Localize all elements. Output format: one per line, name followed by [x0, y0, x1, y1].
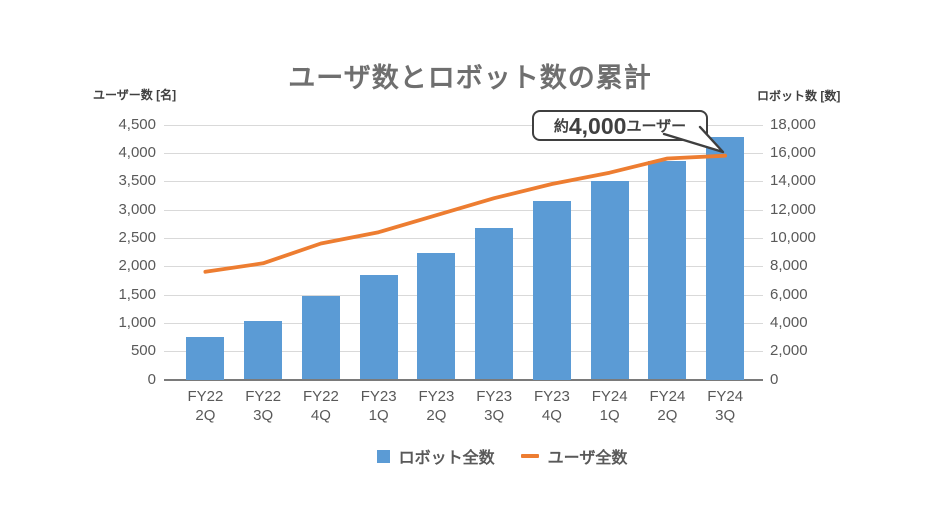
right-axis-tick-label: 16,000: [770, 143, 816, 161]
x-axis-tick-line: 2Q: [426, 407, 447, 424]
x-axis-line: [164, 379, 763, 381]
bar-fy22-2q: [186, 337, 225, 380]
line-series-swatch-icon: [520, 454, 539, 458]
x-axis-tick-line: FY23: [476, 388, 513, 405]
bar-series-swatch-icon: [376, 449, 390, 463]
line-series-path: [203, 153, 727, 274]
callout-suffix: ユーザー: [626, 118, 687, 135]
right-axis-tick-label: 8,000: [770, 257, 808, 275]
left-axis-tick-label: 2,500: [118, 228, 156, 246]
bar-fy23-3q: [475, 227, 514, 380]
x-axis-tick-line: 3Q: [253, 407, 274, 424]
callout-prefix: 約: [553, 118, 569, 135]
legend-item-robots: ロボット全数: [376, 444, 495, 468]
x-axis-tick-label: FY23 1Q: [349, 387, 409, 425]
x-axis-tick-line: FY24: [707, 388, 744, 405]
left-axis-tick-label: 4,000: [118, 143, 156, 161]
right-axis-tick-label: 12,000: [770, 200, 816, 218]
right-axis-unit-label: ロボット数 [数]: [757, 89, 841, 103]
x-axis-tick-line: 4Q: [541, 407, 562, 424]
x-axis-tick-label: FY22 4Q: [291, 387, 351, 425]
bar-fy23-4q: [532, 201, 571, 380]
x-axis-tick-line: 2Q: [195, 407, 216, 424]
bar-fy22-4q: [301, 295, 340, 380]
x-axis-tick-label: FY22 2Q: [175, 387, 235, 425]
x-axis-tick-line: 2Q: [657, 407, 678, 424]
left-axis-tick-label: 1,000: [118, 313, 156, 331]
x-axis-tick-label: FY24 2Q: [637, 387, 697, 425]
legend-item-users: ユーザ全数: [520, 444, 628, 468]
x-axis-tick-label: FY23 2Q: [406, 387, 466, 425]
callout-value: 4,000: [568, 112, 627, 139]
left-axis-tick-label: 0: [147, 370, 156, 388]
legend-label-robots: ロボット全数: [398, 450, 495, 467]
x-axis-tick-line: 4Q: [310, 407, 331, 424]
callout-bubble: 約 4,000 ユーザー: [532, 110, 708, 141]
bar-fy22-3q: [244, 321, 283, 380]
legend-label-users: ユーザ全数: [547, 450, 628, 467]
x-axis-tick-label: FY22 3Q: [233, 387, 293, 425]
right-axis-tick-label: 2,000: [770, 342, 808, 360]
x-axis-tick-line: 3Q: [715, 407, 736, 424]
chart-title: ユーザ数とロボット数の累計: [288, 63, 652, 93]
chart-legend: ロボット全数 ユーザ全数: [0, 444, 940, 468]
x-axis-tick-label: FY23 3Q: [464, 387, 524, 425]
left-axis-tick-label: 2,000: [118, 257, 156, 275]
x-axis-tick-label: FY24 3Q: [695, 387, 755, 425]
left-axis-tick-label: 500: [130, 342, 156, 360]
x-axis-tick-line: FY22: [245, 388, 282, 405]
bar-fy24-1q: [590, 181, 629, 380]
x-axis-tick-line: FY22: [187, 388, 224, 405]
bar-fy24-2q: [648, 161, 687, 380]
left-axis-tick-label: 3,500: [118, 172, 156, 190]
x-axis-tick-line: FY23: [418, 388, 455, 405]
left-axis-tick-label: 1,500: [118, 285, 156, 303]
bar-fy24-3q: [706, 137, 745, 380]
x-axis-tick-line: FY22: [302, 388, 339, 405]
bar-fy23-2q: [417, 253, 456, 380]
right-axis-tick-label: 4,000: [770, 313, 808, 331]
right-axis-tick-label: 10,000: [770, 228, 816, 246]
left-axis-tick-label: 4,500: [118, 115, 156, 133]
right-axis-tick-label: 6,000: [770, 285, 808, 303]
gridline: [164, 322, 763, 324]
bar-fy23-1q: [359, 274, 398, 380]
right-axis-tick-label: 0: [770, 370, 779, 388]
gridline: [164, 294, 763, 296]
left-axis-tick-label: 3,000: [118, 200, 156, 218]
x-axis-tick-line: 3Q: [484, 407, 505, 424]
right-axis-tick-label: 18,000: [770, 115, 816, 133]
right-axis-tick-label: 14,000: [770, 172, 816, 190]
x-axis-tick-line: FY23: [360, 388, 397, 405]
x-axis-tick-line: FY24: [591, 388, 628, 405]
gridline: [164, 124, 763, 126]
x-axis-tick-line: 1Q: [368, 407, 389, 424]
x-axis-tick-label: FY24 1Q: [580, 387, 640, 425]
x-axis-tick-label: FY23 4Q: [522, 387, 582, 425]
left-axis-unit-label: ユーザー数 [名]: [93, 88, 177, 102]
gridline: [164, 152, 763, 154]
x-axis-tick-line: FY24: [649, 388, 686, 405]
x-axis-tick-line: FY23: [533, 388, 570, 405]
x-axis-tick-line: 1Q: [599, 407, 620, 424]
gridline: [164, 351, 763, 353]
